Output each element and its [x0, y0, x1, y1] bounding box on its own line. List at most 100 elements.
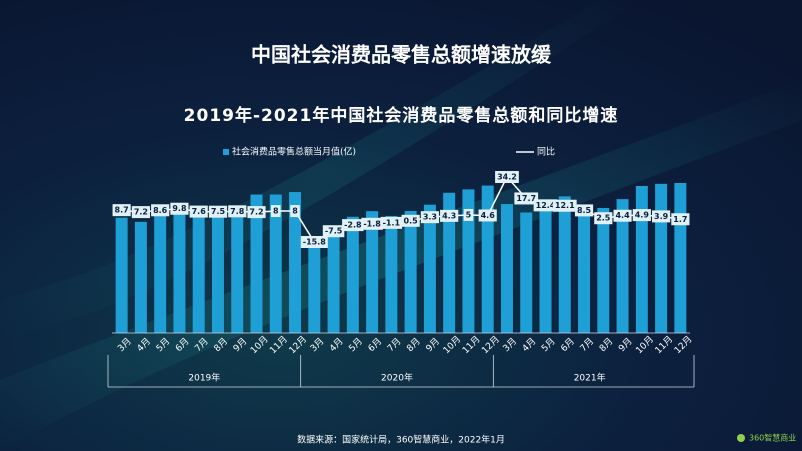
- group-label: 2019年: [188, 372, 220, 384]
- data-label-box: [290, 205, 300, 218]
- data-label: 9.8: [170, 202, 189, 215]
- legend-label: 同比: [537, 146, 555, 158]
- bar: [289, 192, 302, 333]
- bar: [134, 221, 147, 333]
- bar: [192, 212, 205, 333]
- data-label: 7.2: [131, 206, 150, 219]
- bar: [346, 216, 359, 333]
- bar: [173, 209, 186, 333]
- data-label-box: [478, 209, 497, 222]
- bar: [423, 204, 436, 333]
- bar: [250, 194, 263, 333]
- bar: [520, 212, 533, 333]
- data-label-text: -1.8: [363, 219, 381, 228]
- data-label: 12.1: [552, 199, 577, 212]
- data-label-box: [401, 214, 420, 227]
- bar: [635, 185, 648, 333]
- data-label-text: 9.8: [172, 204, 187, 213]
- data-label-box: [574, 204, 594, 217]
- data-label-box: [247, 206, 266, 219]
- bar: [616, 199, 629, 333]
- bar: [539, 202, 552, 333]
- bar: [597, 207, 610, 333]
- data-label-box: [671, 213, 690, 226]
- bar: [674, 183, 687, 333]
- data-label-text: 8: [292, 207, 298, 216]
- data-label: 8.7: [112, 204, 131, 217]
- bar: [500, 204, 513, 333]
- data-label: 8: [270, 205, 281, 218]
- data-label-box: [420, 211, 439, 224]
- data-label-text: 12.4: [536, 201, 556, 210]
- bar: [308, 236, 321, 333]
- bar: [211, 209, 224, 333]
- data-label: 17.7: [514, 192, 539, 205]
- data-label-text: 3.9: [654, 212, 669, 221]
- data-label: 0.5: [401, 214, 420, 227]
- bar: [231, 207, 244, 333]
- data-label-text: 5: [466, 210, 472, 219]
- data-label: -15.8: [300, 236, 328, 248]
- data-label-text: 4.6: [481, 211, 496, 220]
- data-label: 8.5: [574, 204, 594, 217]
- bar: [404, 210, 417, 333]
- data-label-text: 8: [273, 207, 279, 216]
- data-label: -2.8: [342, 219, 364, 232]
- data-label-text: 34.2: [497, 173, 517, 182]
- data-label-text: 1.7: [673, 215, 687, 224]
- data-label-text: -15.8: [303, 238, 326, 247]
- page-title: 中国社会消费品零售总额增速放缓: [251, 43, 552, 67]
- bar: [655, 183, 668, 333]
- bar: [462, 189, 475, 333]
- data-label-text: 4.9: [635, 211, 650, 220]
- data-label: 4.4: [613, 209, 632, 222]
- data-label-text: 7.2: [249, 208, 263, 217]
- data-label-box: [131, 206, 150, 219]
- background-streak: [0, 80, 802, 451]
- data-label-box: [463, 208, 474, 221]
- data-label-box: [270, 205, 281, 218]
- data-label: -7.5: [322, 225, 345, 238]
- data-label: 4.3: [440, 209, 459, 222]
- data-label-text: 8.7: [115, 206, 129, 215]
- data-label-text: 7.6: [192, 207, 207, 216]
- data-label-text: 8.5: [577, 206, 592, 215]
- data-label-box: [552, 199, 577, 212]
- data-label: 2.5: [594, 212, 613, 225]
- logo-icon: [737, 434, 745, 442]
- data-label: 12.4: [533, 199, 558, 212]
- data-label-text: 4.4: [615, 211, 630, 220]
- bar: [578, 206, 591, 333]
- logo-text: 360智慧商业: [749, 433, 796, 443]
- data-label-box: [228, 205, 247, 218]
- data-label: 1.7: [671, 213, 690, 226]
- data-label: 7.8: [228, 205, 247, 218]
- bar: [558, 196, 571, 333]
- group-label: 2020年: [381, 372, 413, 384]
- data-label: 8: [290, 205, 300, 218]
- data-label: 4.6: [478, 209, 497, 222]
- data-label-text: 7.5: [211, 207, 226, 216]
- bar: [385, 215, 398, 333]
- data-label-box: [151, 204, 170, 217]
- chart-title: 2019年-2021年中国社会消费品零售总额和同比增速: [184, 105, 619, 126]
- data-label-box: [613, 209, 632, 222]
- data-label-text: 4.3: [442, 211, 456, 220]
- data-label: 3.3: [420, 211, 439, 224]
- data-label-text: -1.1: [383, 218, 401, 227]
- data-label-box: [361, 217, 383, 230]
- data-label-box: [300, 236, 328, 248]
- data-label: 3.9: [652, 210, 671, 223]
- bar: [115, 217, 128, 333]
- data-label-text: 12.1: [555, 201, 575, 210]
- data-label-box: [189, 205, 208, 218]
- data-label-box: [440, 209, 459, 222]
- data-label: -1.1: [380, 216, 403, 229]
- data-label-text: 8.6: [153, 206, 168, 215]
- data-label: 5: [463, 208, 474, 221]
- bar: [327, 230, 340, 333]
- data-label-text: 7.8: [230, 207, 245, 216]
- bar: [481, 185, 494, 333]
- data-label: -1.8: [361, 217, 383, 230]
